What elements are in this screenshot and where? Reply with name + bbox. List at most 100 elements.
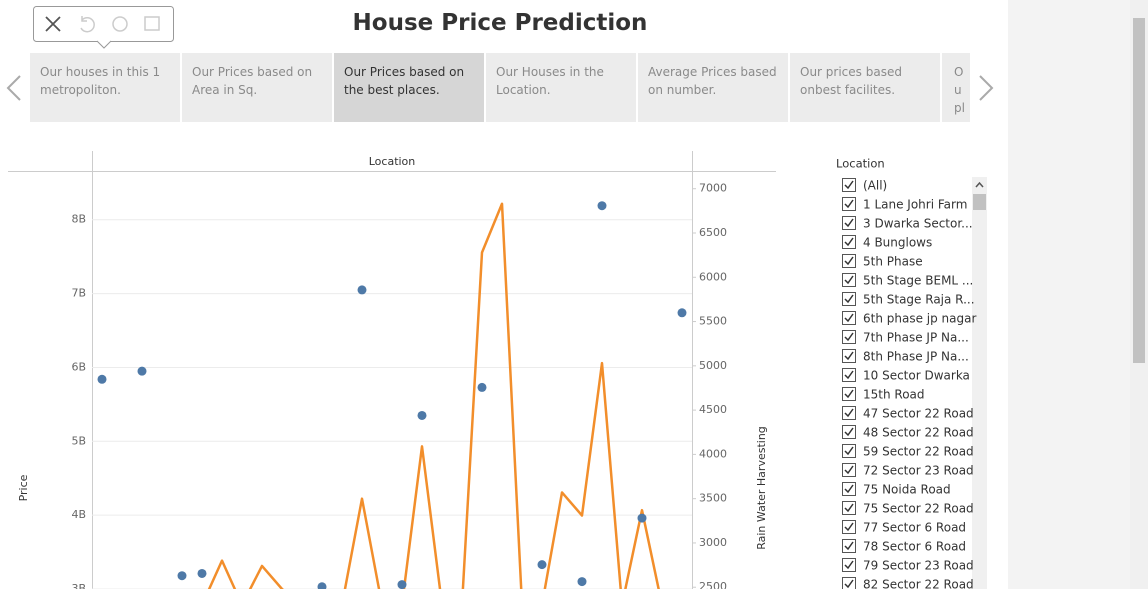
checkbox[interactable] (842, 463, 856, 477)
checkbox[interactable] (842, 425, 856, 439)
checkbox[interactable] (842, 178, 856, 192)
checkmark (844, 332, 854, 342)
filter-item[interactable]: 1 Lane Johri Farm (842, 197, 968, 212)
filter-item[interactable]: 5th Stage Raja R... (842, 292, 975, 307)
checkbox[interactable] (842, 311, 856, 325)
y-tick-label: 3B (71, 582, 86, 589)
y2-tick-label: 6000 (699, 270, 727, 283)
filter-item[interactable]: 7th Phase JP Na... (842, 330, 969, 345)
filter-item[interactable]: 75 Noida Road (842, 482, 951, 497)
filter-scroll-up[interactable] (975, 181, 984, 188)
filter-item[interactable]: 8th Phase JP Na... (842, 349, 969, 364)
checkbox[interactable] (842, 254, 856, 268)
point (137, 366, 147, 376)
filter-item[interactable]: 79 Sector 23 Road (842, 558, 974, 573)
y-tick-label: 4B (71, 508, 86, 521)
filter-item[interactable]: 77 Sector 6 Road (842, 520, 967, 535)
story-tab[interactable]: Average Prices based on number. (638, 53, 788, 122)
filter-item[interactable]: 3 Dwarka Sector... (842, 216, 973, 231)
checkbox[interactable] (842, 349, 856, 363)
point (477, 382, 487, 392)
checkbox[interactable] (842, 539, 856, 553)
checkmark (844, 313, 854, 323)
filter-item[interactable]: 72 Sector 23 Road (842, 463, 974, 478)
point (177, 571, 187, 581)
filter-item[interactable]: 78 Sector 6 Road (842, 539, 967, 554)
checkbox[interactable] (842, 577, 856, 589)
checkbox[interactable] (842, 216, 856, 230)
checkmark (844, 294, 854, 304)
filter-item-label: 5th Stage BEML ... (863, 274, 973, 288)
chart: Location Price Rain Water Harvesting Loc… (8, 151, 987, 589)
filter-item-label: 75 Noida Road (863, 483, 951, 497)
checkmark (844, 579, 854, 589)
checkbox[interactable] (842, 292, 856, 306)
checkmark (844, 370, 854, 380)
filter-item-label: 5th Phase (863, 255, 923, 269)
filter-title: Location (836, 157, 885, 171)
story-tab[interactable]: Our Prices based on Area in Sq. (182, 53, 332, 122)
checkmark (844, 503, 854, 513)
checkbox[interactable] (842, 520, 856, 534)
filter-item[interactable]: 15th Road (842, 387, 925, 402)
filter-item[interactable]: 5th Phase (842, 254, 923, 269)
x-axis-title: Location (369, 155, 416, 168)
point (577, 577, 587, 587)
checkmark (844, 275, 854, 285)
checkbox[interactable] (842, 444, 856, 458)
story-tab[interactable]: Our prices based onbest facilites. (790, 53, 940, 122)
checkbox[interactable] (842, 558, 856, 572)
checkbox[interactable] (842, 197, 856, 211)
filter-item-label: 47 Sector 22 Road (863, 407, 974, 421)
filter-item-label: 15th Road (863, 388, 925, 402)
checkbox[interactable] (842, 482, 856, 496)
point (637, 513, 647, 523)
checkmark (844, 256, 854, 266)
filter-item-label: 59 Sector 22 Road (863, 445, 974, 459)
checkmark (844, 408, 854, 418)
point (537, 560, 547, 570)
checkbox[interactable] (842, 406, 856, 420)
checkmark (844, 237, 854, 247)
filter-item-label: 82 Sector 22 Road (863, 578, 974, 589)
y-tick-label: 7B (71, 287, 86, 300)
y2-tick-label: 3500 (699, 492, 727, 505)
story-tab[interactable]: Our Prices based on the best places. (334, 53, 484, 122)
filter-item-label: 8th Phase JP Na... (863, 350, 969, 364)
filter-item[interactable]: 6th phase jp nagar (842, 311, 977, 326)
story-tab[interactable]: Our houses in this 1 metropoliton. (30, 53, 180, 122)
filter-item-label: 72 Sector 23 Road (863, 464, 974, 478)
y2-tick-label: 5000 (699, 359, 727, 372)
checkbox[interactable] (842, 273, 856, 287)
filter-item[interactable]: 4 Bunglows (842, 235, 933, 250)
y2-tick-label: 2500 (699, 580, 727, 589)
checkbox[interactable] (842, 368, 856, 382)
checkbox[interactable] (842, 501, 856, 515)
dashboard-title: House Price Prediction (352, 10, 648, 36)
y2-tick-label: 6500 (699, 226, 727, 239)
y-tick-label: 5B (71, 434, 86, 447)
filter-item[interactable]: 10 Sector Dwarka (842, 368, 970, 383)
story-tab[interactable]: Ou pla (942, 53, 970, 122)
point (197, 568, 207, 578)
story-tab[interactable]: Our Houses in the Location. (486, 53, 636, 122)
filter-item[interactable]: 82 Sector 22 Road (842, 577, 974, 589)
filter-item[interactable]: 59 Sector 22 Road (842, 444, 974, 459)
filter-item[interactable]: 48 Sector 22 Road (842, 425, 974, 440)
filter-item-label: 48 Sector 22 Road (863, 426, 974, 440)
checkbox[interactable] (842, 235, 856, 249)
filter-scroll-thumb[interactable] (973, 194, 986, 210)
filter-item[interactable]: (All) (842, 178, 888, 193)
filter-item[interactable]: 5th Stage BEML ... (842, 273, 974, 288)
filter-scrollbar[interactable] (972, 177, 987, 589)
filter-item[interactable]: 75 Sector 22 Road (842, 501, 974, 516)
filter-item[interactable]: 47 Sector 22 Road (842, 406, 974, 421)
y-tick-label: 8B (71, 213, 86, 226)
scroll-thumb[interactable] (1133, 18, 1145, 363)
checkbox[interactable] (842, 387, 856, 401)
checkbox[interactable] (842, 330, 856, 344)
y2-tick-label: 7000 (699, 182, 727, 195)
checkmark (844, 522, 854, 532)
